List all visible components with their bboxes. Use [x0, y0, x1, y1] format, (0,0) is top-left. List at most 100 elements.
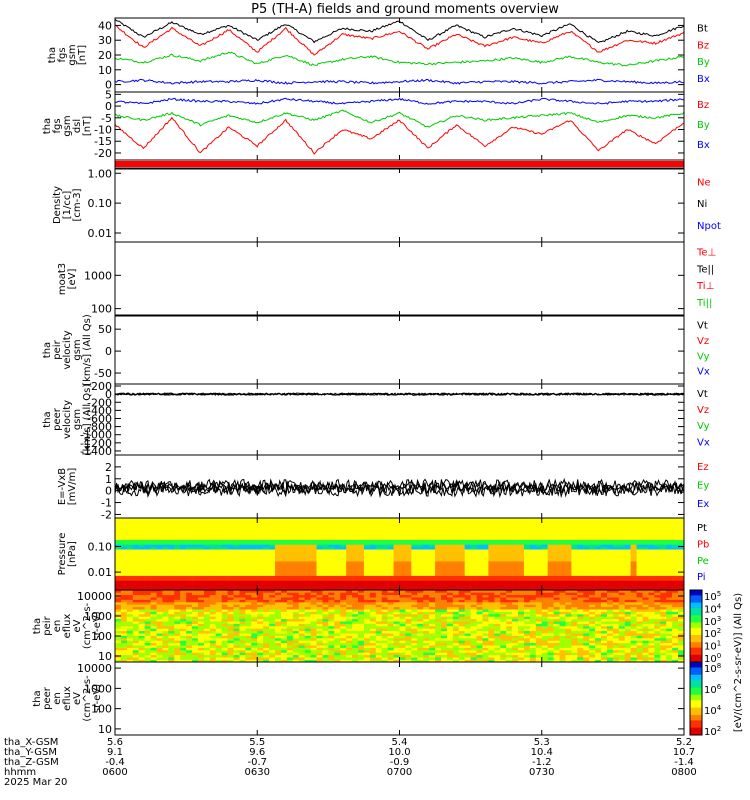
spectrogram-cell — [197, 558, 205, 562]
spectrogram-cell — [310, 602, 317, 605]
spectrogram-cell — [518, 546, 525, 550]
spectrogram-cell — [464, 568, 471, 572]
spectrogram-cell — [642, 561, 649, 564]
spectrogram-cell — [203, 621, 211, 624]
spectrogram-cell — [399, 626, 406, 629]
spectrogram-cell — [452, 647, 460, 651]
spectrogram-cell — [209, 549, 217, 552]
spectrogram-cell — [304, 554, 311, 557]
spectrogram-cell — [316, 532, 323, 536]
spectrogram-cell — [186, 549, 193, 552]
y-tick-label: 0 — [105, 388, 112, 401]
spectrogram-cell — [624, 546, 631, 550]
spectrogram-cell — [310, 606, 317, 610]
spectrogram-cell — [227, 647, 234, 651]
spectrogram-cell — [120, 575, 128, 579]
spectrogram-cell — [328, 527, 335, 531]
spectrogram-cell — [144, 650, 151, 653]
spectrogram-cell — [138, 556, 145, 560]
y-tick-label: 0.10 — [88, 541, 113, 554]
spectrogram-cell — [310, 551, 317, 555]
spectrogram-cell — [440, 594, 448, 598]
spectrogram-cell — [245, 597, 252, 600]
legend-Te: Te|| — [696, 264, 714, 275]
spectrogram-cell — [132, 520, 140, 524]
spectrogram-cell — [476, 518, 483, 521]
spectrogram-cell — [458, 522, 465, 526]
spectrogram-cell — [126, 561, 134, 564]
spectrogram-cell — [156, 626, 163, 629]
spectrogram-cell — [630, 542, 637, 545]
y-tick-label: 0.10 — [88, 197, 113, 210]
spectrogram-cell — [648, 544, 655, 548]
spectrogram-cell — [565, 585, 572, 588]
spectrogram-cell — [310, 520, 317, 524]
spectrogram-cell — [340, 638, 347, 641]
spectrogram-cell — [672, 563, 679, 567]
spectrogram-cell — [275, 556, 282, 560]
spectrogram-cell — [358, 570, 365, 574]
spectrogram-cell — [494, 585, 501, 588]
spectrogram-cell — [310, 635, 317, 639]
spectrogram-cell — [518, 534, 525, 538]
spectrogram-cell — [654, 518, 661, 521]
spectrogram-cell — [174, 616, 181, 620]
spectrogram-cell — [156, 525, 163, 528]
spectrogram-cell — [482, 522, 489, 526]
spectrogram-cell — [263, 525, 270, 528]
spectrogram-cell — [144, 527, 151, 531]
spectrogram-cell — [678, 537, 685, 540]
spectrogram-cell — [115, 652, 122, 656]
spectrogram-cell — [417, 611, 424, 615]
spectrogram-cell — [209, 614, 217, 617]
spectrogram-cell — [523, 570, 531, 574]
spectrogram-cell — [221, 630, 228, 634]
spectrogram-cell — [571, 551, 578, 555]
spectrogram-cell — [612, 554, 620, 557]
spectrogram-cell — [115, 618, 122, 622]
spectrogram-cell — [630, 580, 637, 584]
spectrogram-cell — [280, 570, 288, 574]
spectrogram-cell — [601, 582, 608, 586]
spectrogram-cell — [280, 518, 288, 521]
spectrogram-cell — [399, 592, 406, 596]
spectrogram-cell — [322, 618, 329, 622]
spectrogram-cell — [518, 575, 525, 579]
spectrogram-cell — [192, 563, 199, 567]
spectrogram-cell — [180, 570, 187, 574]
spectrogram-cell — [363, 561, 371, 564]
spectrogram-cell — [292, 604, 300, 608]
spectrogram-cell — [464, 592, 471, 596]
spectrogram-cell — [381, 556, 388, 560]
spectrogram-cell — [417, 594, 424, 598]
spectrogram-cell — [340, 604, 347, 608]
spectrogram-cell — [393, 640, 400, 644]
spectrogram-cell — [636, 518, 643, 521]
spectrogram-cell — [209, 623, 217, 627]
spectrogram-cell — [358, 542, 365, 545]
spectrogram-cell — [387, 585, 394, 588]
spectrogram-cell — [559, 542, 566, 545]
spectrogram-cell — [654, 575, 661, 579]
spectrogram-cell — [606, 568, 614, 572]
spectrogram-cell — [446, 558, 454, 562]
spectrogram-cell — [660, 537, 667, 540]
spectrogram-cell — [458, 566, 465, 569]
spectrogram-cell — [245, 585, 252, 588]
spectrogram-cell — [168, 647, 175, 651]
spectrogram-cell — [186, 633, 193, 636]
spectrogram-cell — [512, 580, 519, 584]
spectrogram-cell — [275, 635, 282, 639]
spectrogram-cell — [423, 551, 430, 555]
spectrogram-cell — [269, 635, 276, 639]
spectrogram-cell — [559, 563, 566, 567]
spectrogram-cell — [120, 604, 128, 608]
spectrogram-cell — [565, 556, 572, 560]
spectrogram-cell — [458, 640, 465, 644]
spectrogram-cell — [624, 573, 631, 576]
spectrogram-cell — [275, 558, 282, 562]
spectrogram-cell — [251, 587, 258, 591]
spectrogram-cell — [417, 623, 424, 627]
spectrogram-cell — [209, 594, 217, 598]
spectrogram-cell — [636, 551, 643, 555]
